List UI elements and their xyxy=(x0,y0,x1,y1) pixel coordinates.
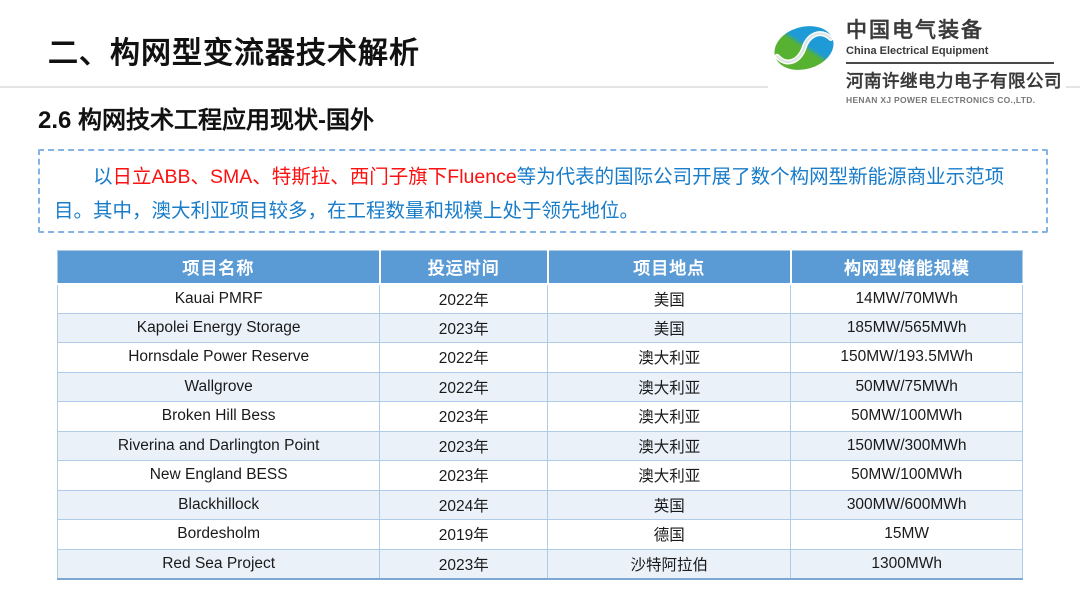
table-cell: Red Sea Project xyxy=(56,548,381,580)
table-cell: 2023年 xyxy=(379,548,549,580)
logo-company-name-en: HENAN XJ POWER ELECTRONICS CO.,LTD. xyxy=(846,95,1036,105)
table-cell: 澳大利亚 xyxy=(547,430,792,461)
table-row: Riverina and Darlington Point 2023年 澳大利亚 15… xyxy=(56,430,1023,461)
table-cell: Blackhillock xyxy=(56,489,381,520)
table-cell: Hornsdale Power Reserve xyxy=(56,342,381,373)
table-cell: Broken Hill Bess xyxy=(56,401,381,432)
table-row: Kapolei Energy Storage 2023年 美国 185MW/565MW… xyxy=(56,312,1023,343)
logo-swirl-icon xyxy=(772,20,836,76)
table-cell: 沙特阿拉伯 xyxy=(547,548,792,580)
table-cell: 1300MWh xyxy=(790,548,1023,580)
table-cell: 2022年 xyxy=(379,283,549,314)
table-cell: 2024年 xyxy=(379,489,549,520)
table-cell: 德国 xyxy=(547,519,792,550)
summary-rest: 等为代表的国际公司开展了数个构网型新能源商业示范项目。其中，澳大利亚项目较多，在… xyxy=(54,166,1005,222)
table-cell: 英国 xyxy=(547,489,792,520)
table-cell: 2022年 xyxy=(379,371,549,402)
logo-divider xyxy=(846,62,1054,64)
table-row: Kauai PMRF 2022年 美国 14MW/70MWh xyxy=(56,283,1023,314)
table-header-row: 项目名称 投运时间 项目地点 构网型储能规模 xyxy=(57,250,1023,285)
summary-companies-highlight: 日立ABB、SMA、特斯拉、西门子旗下Fluence xyxy=(112,166,517,188)
table-cell: 150MW/300MWh xyxy=(790,430,1023,461)
table-cell: 2022年 xyxy=(379,342,549,373)
header-project-name: 项目名称 xyxy=(57,250,380,285)
table-cell: Kauai PMRF xyxy=(56,283,381,314)
summary-text-box: 以日立ABB、SMA、特斯拉、西门子旗下Fluence等为代表的国际公司开展了数… xyxy=(38,149,1048,233)
table-cell: New England BESS xyxy=(56,460,381,491)
table-cell: 2023年 xyxy=(379,401,549,432)
table-row: New England BESS 2023年 澳大利亚 50MW/100MWh xyxy=(56,460,1023,491)
table-cell: Wallgrove xyxy=(56,371,381,402)
projects-table: 项目名称 投运时间 项目地点 构网型储能规模 Kauai PMRF 2022年 美国… xyxy=(56,250,1023,580)
table-cell: 150MW/193.5MWh xyxy=(790,342,1023,373)
table-row: Red Sea Project 2023年 沙特阿拉伯 1300MWh xyxy=(56,548,1023,580)
header-commission-time: 投运时间 xyxy=(378,250,548,285)
table-cell: Bordesholm xyxy=(56,519,381,550)
table-cell: 2023年 xyxy=(379,430,549,461)
table-cell: 澳大利亚 xyxy=(547,460,792,491)
project-table-body: Kauai PMRF 2022年 美国 14MW/70MWh Kapolei Energ… xyxy=(56,283,1023,580)
table-cell: 澳大利亚 xyxy=(547,401,792,432)
logo-text-block: 中国电气装备 China Electrical Equipment 河南许继电力… xyxy=(846,14,1062,105)
table-cell: Riverina and Darlington Point xyxy=(56,430,381,461)
table-cell: 2023年 xyxy=(379,312,549,343)
table-cell: 澳大利亚 xyxy=(547,342,792,373)
table-cell: 14MW/70MWh xyxy=(790,283,1023,314)
page-title: 二、构网型变流器技术解析 xyxy=(48,37,420,70)
table-cell: 50MW/100MWh xyxy=(790,460,1023,491)
table-cell: Kapolei Energy Storage xyxy=(56,312,381,343)
header-location: 项目地点 xyxy=(546,250,791,285)
table-cell: 2023年 xyxy=(379,460,549,491)
table-row: Hornsdale Power Reserve 2022年 澳大利亚 150MW/19… xyxy=(56,342,1023,373)
table-row: Blackhillock 2024年 英国 300MW/600MWh xyxy=(56,489,1023,520)
header-storage-scale: 构网型储能规模 xyxy=(789,250,1023,285)
header-divider xyxy=(0,86,1080,88)
table-row: Wallgrove 2022年 澳大利亚 50MW/75MWh xyxy=(56,371,1023,402)
table-row: Broken Hill Bess 2023年 澳大利亚 50MW/100MWh xyxy=(56,401,1023,432)
logo-company-name-cn: 河南许继电力电子有限公司 xyxy=(846,71,1062,91)
table-cell: 50MW/100MWh xyxy=(790,401,1023,432)
table-cell: 2019年 xyxy=(379,519,549,550)
section-subtitle: 2.6 构网技术工程应用现状-国外 xyxy=(38,107,375,134)
table-cell: 185MW/565MWh xyxy=(790,312,1023,343)
table-cell: 50MW/75MWh xyxy=(790,371,1023,402)
table-cell: 澳大利亚 xyxy=(547,371,792,402)
table-cell: 15MW xyxy=(790,519,1023,550)
table-cell: 300MW/600MWh xyxy=(790,489,1023,520)
logo-org-name-en: China Electrical Equipment xyxy=(846,45,989,57)
company-logo: 中国电气装备 China Electrical Equipment 河南许继电力… xyxy=(768,12,1066,109)
table-row: Bordesholm 2019年 德国 15MW xyxy=(56,519,1023,550)
table-cell: 美国 xyxy=(547,312,792,343)
logo-org-name-cn: 中国电气装备 xyxy=(846,19,984,42)
table-cell: 美国 xyxy=(547,283,792,314)
summary-lead: 以 xyxy=(93,166,113,188)
